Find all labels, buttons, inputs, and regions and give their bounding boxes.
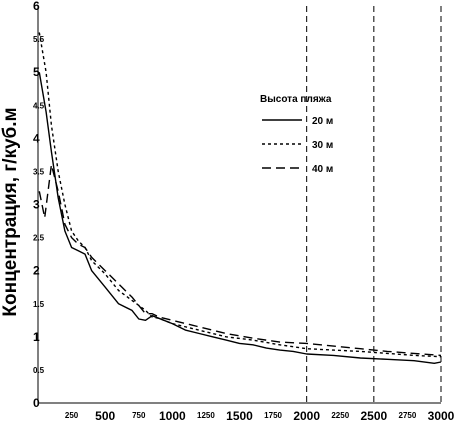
y-tick-label-5.5: 5.5	[33, 35, 45, 44]
x-tick-label-1750: 1750	[264, 411, 282, 420]
y-tick-label-1.5: 1.5	[33, 300, 45, 309]
y-tick-label-2: 2	[33, 264, 40, 278]
axes	[37, 6, 441, 404]
legend-entry-1: 20 м	[312, 116, 333, 127]
series-line-3	[38, 164, 442, 357]
y-tick-label-0.5: 0.5	[33, 366, 45, 375]
y-tick-label-5: 5	[33, 65, 40, 79]
x-tick-label-1000: 1000	[159, 409, 186, 423]
y-tick-label-0: 0	[33, 396, 40, 410]
legend-entry-3: 40 м	[312, 164, 333, 175]
legend: Высота пляжа 20 м 30 м 40 м	[260, 94, 333, 175]
y-axis-label: Концентрация, г/куб.м	[0, 107, 21, 316]
x-tick-label-750: 750	[132, 411, 146, 420]
legend-title: Высота пляжа	[260, 94, 332, 105]
x-tick-label-1250: 1250	[197, 411, 215, 420]
y-tick-label-3.5: 3.5	[33, 167, 45, 176]
legend-entry-2: 30 м	[312, 140, 333, 151]
series-line-1	[38, 72, 442, 364]
y-tick-labels: 0 1 2 3 4 5 6 0.5 1.5 2.5 3.5 4.5 5.5	[33, 0, 45, 410]
x-tick-label-2750: 2750	[399, 411, 417, 420]
y-tick-label-3: 3	[33, 198, 40, 212]
x-tick-label-500: 500	[95, 409, 115, 423]
x-tick-label-2000: 2000	[293, 409, 320, 423]
y-tick-label-4.5: 4.5	[33, 101, 45, 110]
x-tick-label-2500: 2500	[360, 409, 387, 423]
y-tick-label-6: 6	[33, 0, 40, 13]
x-tick-labels: 500 1000 1500 2000 2500 3000 250 750 1250 1750 225…	[65, 409, 455, 423]
y-tick-label-2.5: 2.5	[33, 234, 45, 243]
x-tick-label-2250: 2250	[331, 411, 349, 420]
x-tick-label-1500: 1500	[226, 409, 253, 423]
y-tick-label-4: 4	[33, 131, 40, 145]
x-tick-label-3000: 3000	[428, 409, 455, 423]
x-tick-label-250: 250	[65, 411, 79, 420]
y-tick-label-1: 1	[33, 330, 40, 344]
grid-lines	[306, 6, 442, 403]
series-lines	[38, 32, 442, 364]
series-line-2	[38, 32, 442, 358]
